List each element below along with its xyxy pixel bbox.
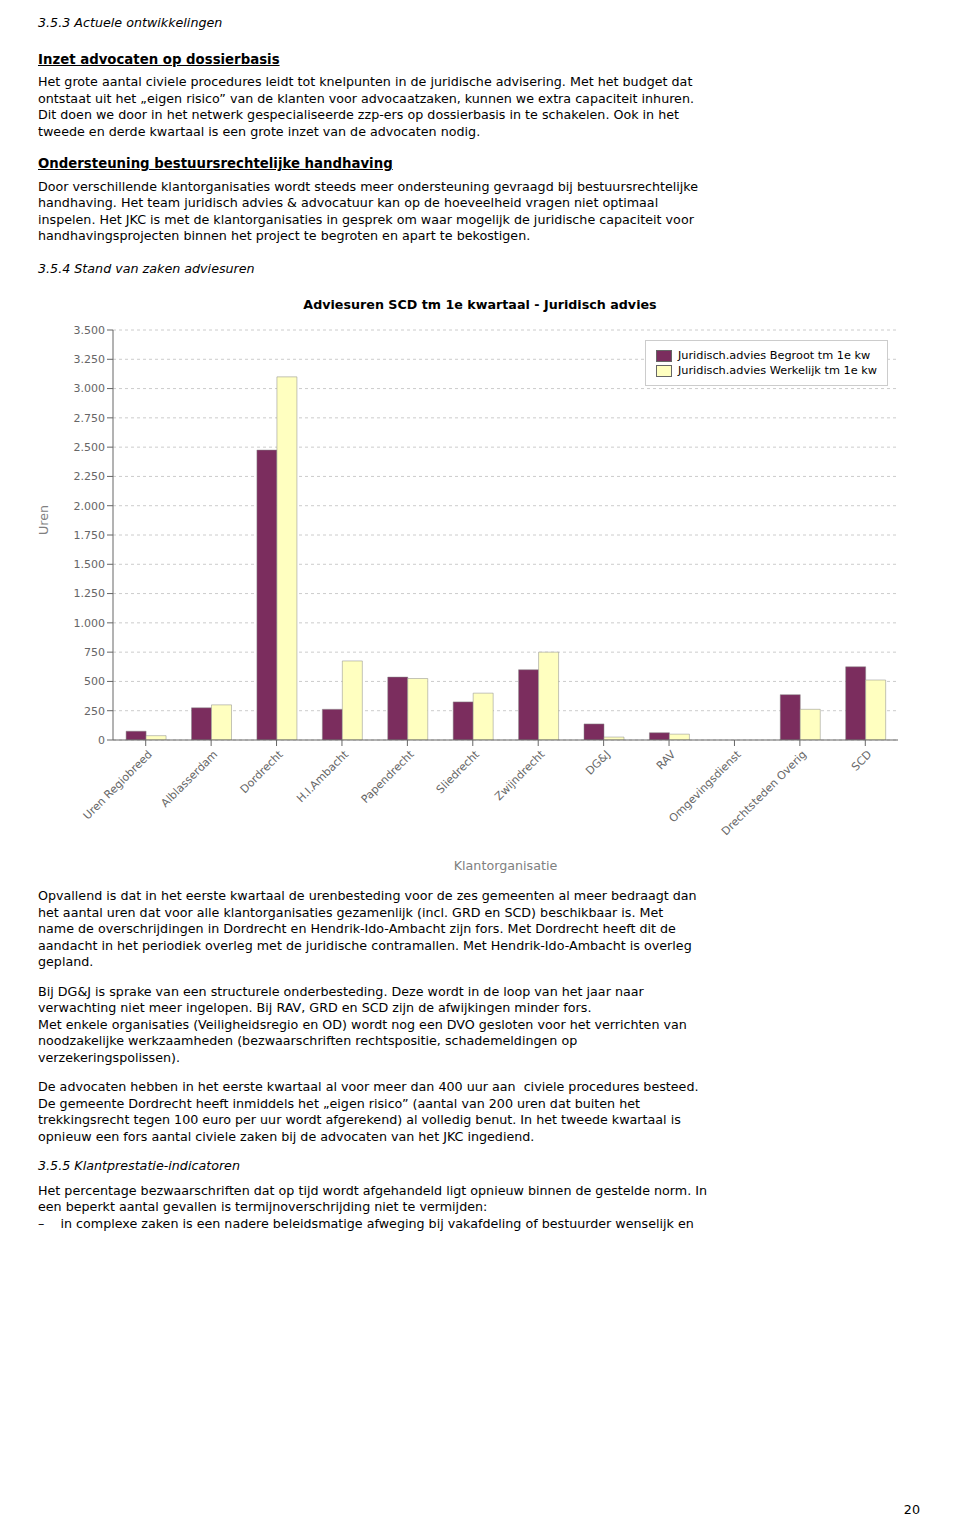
- html-text:aandacht in het periodiek over: aandacht in het periodiek overleg met de…: [38, 937, 692, 953]
- svg-text:Sliedrecht: Sliedrecht: [434, 748, 483, 797]
- html-text:– in complexe zaken is een nad: – in complexe zaken is een nadere beleid…: [38, 1215, 694, 1231]
- svg-text:Klantorganisatie: Klantorganisatie: [454, 858, 558, 873]
- html-text:Door verschillende klantorgani: Door verschillende klantorganisaties wor…: [38, 178, 699, 194]
- svg-text:1.750: 1.750: [74, 529, 106, 542]
- html-text:20: 20: [903, 1502, 920, 1517]
- html-text:een beperkt aantal gevallen is: een beperkt aantal gevallen is termijnov…: [38, 1199, 488, 1214]
- html-text:trekkingsrecht tegen 100 euro: trekkingsrecht tegen 100 euro per uur wo…: [38, 1112, 681, 1127]
- svg-text:Drechtsteden Overig: Drechtsteden Overig: [719, 748, 809, 838]
- html-text:3.5.5 Klantprestatie-indicator: 3.5.5 Klantprestatie-indicatoren: [38, 1158, 240, 1173]
- html-text:De gemeente Dordrecht heeft in: De gemeente Dordrecht heeft inmiddels he…: [38, 1095, 640, 1111]
- svg-text:3.000: 3.000: [74, 382, 106, 395]
- html-text:opnieuw een fors aantal civiel: opnieuw een fors aantal civiele zaken bi…: [38, 1128, 535, 1144]
- html-text:ontstaat uit het „eigen risico: ontstaat uit het „eigen risico” van de k…: [38, 90, 694, 106]
- html-text:Opvallend is dat in het eerste: Opvallend is dat in het eerste kwartaal …: [38, 888, 697, 903]
- svg-text:1.500: 1.500: [74, 558, 106, 571]
- svg-text:Alblasserdam: Alblasserdam: [159, 748, 221, 810]
- svg-text:RAV: RAV: [654, 748, 679, 773]
- html-text:Bij DG&J is sprake van een str: Bij DG&J is sprake van een structurele o…: [38, 983, 644, 999]
- html-text:handhaving. Het team juridisch: handhaving. Het team juridisch advies & …: [38, 195, 659, 210]
- svg-text:2.500: 2.500: [74, 441, 106, 454]
- svg-text:2.750: 2.750: [74, 412, 106, 425]
- svg-text:2.250: 2.250: [74, 470, 106, 483]
- svg-text:Uren Regiobreed: Uren Regiobreed: [81, 748, 155, 822]
- html-text:3.5.4 Stand van zaken adviesur: 3.5.4 Stand van zaken adviesuren: [38, 260, 255, 276]
- svg-text:500: 500: [84, 675, 105, 688]
- html-text:Juridisch.advies Werkelijk tm: Juridisch.advies Werkelijk tm 1e kw: [677, 364, 877, 377]
- svg-text:SCD: SCD: [849, 748, 875, 774]
- html-text:Ondersteuning bestuursrechteli: Ondersteuning bestuursrechtelijke handha…: [38, 156, 393, 171]
- html-text:name de overschrijdingen in Do: name de overschrijdingen in Dordrecht en…: [38, 921, 676, 936]
- html-text:tweede en derde kwartaal is ee: tweede en derde kwartaal is een grote in…: [38, 123, 481, 139]
- svg-text:Dordrecht: Dordrecht: [238, 748, 286, 796]
- svg-text:Omgevingsdienst: Omgevingsdienst: [666, 748, 744, 826]
- svg-text:DG&J: DG&J: [583, 748, 613, 778]
- html-text:Dit doen we door in het netwer: Dit doen we door in het netwerk gespecia…: [38, 107, 679, 122]
- svg-text:1.250: 1.250: [74, 587, 106, 600]
- svg-text:750: 750: [84, 646, 105, 659]
- html-text:noodzakelijke werkzaamheden (b: noodzakelijke werkzaamheden (bezwaarschr…: [38, 1033, 578, 1048]
- html-text:gepland.: gepland.: [38, 954, 94, 969]
- html-text:handhavingsprojecten binnen he: handhavingsprojecten binnen het project …: [38, 228, 531, 243]
- html-text:inspelen. Het JKC is met de kl: inspelen. Het JKC is met de klantorganis…: [38, 211, 694, 227]
- html-text:Juridisch.advies Begroot tm 1e: Juridisch.advies Begroot tm 1e kw: [677, 349, 871, 362]
- html-text:het aantal uren dat voor alle: het aantal uren dat voor alle klantorgan…: [38, 904, 664, 920]
- html-text:Het grote aantal civiele proce: Het grote aantal civiele procedures leid…: [38, 74, 693, 89]
- svg-text:Zwijndrecht: Zwijndrecht: [492, 748, 548, 804]
- html-text:verwachting niet meer ingelope: verwachting niet meer ingelopen. Bij RAV…: [38, 1000, 592, 1015]
- svg-text:0: 0: [98, 734, 105, 747]
- html-text:3.5.3 Actuele ontwikkelingen: 3.5.3 Actuele ontwikkelingen: [38, 15, 223, 30]
- svg-text:1.000: 1.000: [74, 617, 106, 630]
- svg-text:H.I.Ambacht: H.I.Ambacht: [294, 748, 351, 805]
- html-text:De advocaten hebben in het eer: De advocaten hebben in het eerste kwarta…: [38, 1079, 699, 1094]
- svg-text:Uren: Uren: [36, 505, 51, 535]
- html-text:Inzet advocaten op dossierbasi: Inzet advocaten op dossierbasis: [38, 51, 280, 67]
- html-text:verzekeringspolissen).: verzekeringspolissen).: [38, 1049, 181, 1065]
- html-text:Adviesuren SCD tm 1e kwartaal: Adviesuren SCD tm 1e kwartaal - Juridisc…: [303, 297, 657, 312]
- svg-text:3.250: 3.250: [74, 353, 106, 366]
- svg-text:Papendrecht: Papendrecht: [359, 748, 417, 806]
- svg-text:250: 250: [84, 705, 105, 718]
- html-text:Het percentage bezwaarschrifte: Het percentage bezwaarschriften dat op t…: [38, 1182, 707, 1198]
- svg-text:2.000: 2.000: [74, 500, 106, 513]
- svg-text:3.500: 3.500: [74, 324, 106, 337]
- html-text:Met enkele organisaties (Veili: Met enkele organisaties (Veiligheidsregi…: [38, 1016, 687, 1032]
